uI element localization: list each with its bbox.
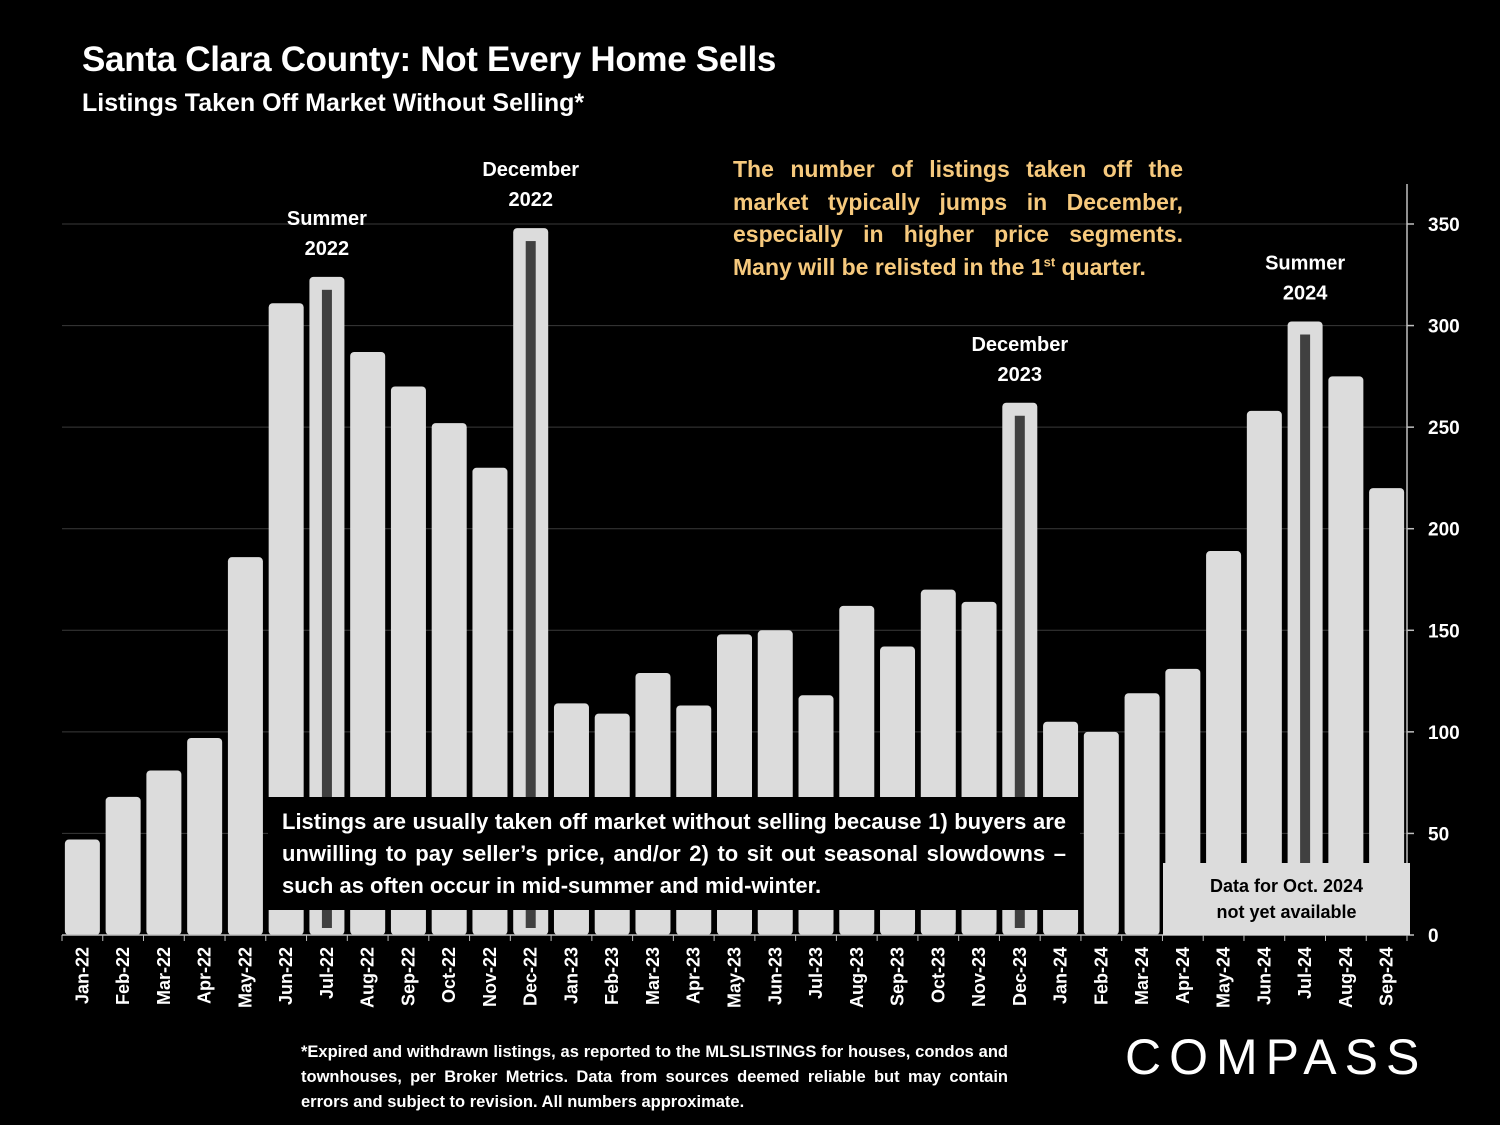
x-tick-label: Oct-22 [439,947,459,1003]
bar-feb-22 [105,796,141,935]
highlight-stripe [525,241,536,928]
annotation-line-2: 2022 [508,189,553,211]
bar-jun-24 [1246,410,1282,935]
footnote: *Expired and withdrawn listings, as repo… [301,1043,1008,1111]
y-tick-label: 150 [1428,621,1460,642]
x-tick-label: Jun-24 [1254,947,1274,1005]
y-tick-label: 50 [1428,824,1449,845]
bar-aug-24 [1328,376,1364,935]
x-tick-label: Jan-24 [1051,947,1071,1004]
x-tick-label: Aug-24 [1336,947,1356,1008]
reasons-callout: Listings are usually taken off market wi… [268,797,1080,910]
x-tick-label: Feb-22 [113,947,133,1005]
x-tick-label: Oct-23 [928,947,948,1003]
x-tick-label: May-23 [725,947,745,1008]
bar-mar-22 [146,770,182,935]
annotation-line-1: December [971,334,1068,356]
bar-mar-24 [1124,693,1160,935]
highlight-stripe [321,289,332,928]
annotation-line-1: December [482,159,579,181]
highlight-stripe [1014,415,1025,928]
bar-aug-22 [350,351,386,936]
annotation-line-1: Summer [1265,253,1345,275]
data-not-available-note: Data for Oct. 2024 not yet available [1163,863,1410,935]
bar-may-24 [1206,551,1242,935]
bar-feb-24 [1083,731,1119,935]
x-tick-label: Nov-23 [969,947,989,1007]
x-tick-label: Feb-24 [1091,947,1111,1005]
x-tick-label: Jul-22 [317,947,337,999]
compass-logo: COMPASS [1125,1029,1428,1085]
bar-jun-22 [268,303,304,935]
chart-subtitle: Listings Taken Off Market Without Sellin… [82,89,585,117]
highlight-stripe [1300,334,1311,929]
x-tick-label: Apr-22 [195,947,215,1004]
x-tick-label: Jul-23 [806,947,826,999]
x-tick-label: Jun-22 [276,947,296,1005]
chart-title: Santa Clara County: Not Every Home Sells [82,40,777,79]
x-tick-label: Sep-23 [888,947,908,1006]
x-tick-label: Mar-23 [643,947,663,1005]
x-tick-label: Apr-23 [684,947,704,1004]
annotation-line-2: 2022 [305,238,350,260]
bar-sep-24 [1369,488,1405,935]
x-tick-label: Aug-23 [847,947,867,1008]
y-tick-label: 350 [1428,215,1460,236]
bar-jan-22 [64,839,100,935]
x-tick-label: May-24 [1214,947,1234,1008]
y-tick-label: 0 [1428,926,1439,947]
x-tick-label: Mar-24 [1132,947,1152,1005]
x-tick-label: Jul-24 [1295,947,1315,999]
x-tick-label: Jan-23 [561,947,581,1004]
annotation-line-1: Summer [287,208,367,230]
x-tick-label: Apr-24 [1173,947,1193,1004]
annotation-line-2: 2023 [998,364,1043,386]
x-tick-label: Sep-22 [398,947,418,1006]
na-line-1: Data for Oct. 2024 [1209,876,1364,896]
x-tick-label: Feb-23 [602,947,622,1005]
x-tick-label: Dec-23 [1010,947,1030,1006]
x-tick-label: Mar-22 [154,947,174,1005]
y-tick-label: 250 [1428,418,1460,439]
x-tick-label: Nov-22 [480,947,500,1007]
bar-may-22 [227,557,263,935]
x-tick-label: Aug-22 [358,947,378,1008]
x-tick-label: Jan-22 [72,947,92,1004]
annotation-line-2: 2024 [1283,283,1328,305]
december-callout: The number of listings taken off the mar… [733,156,1183,280]
x-tick-label: Sep-24 [1377,947,1397,1006]
na-line-2: not yet available [1216,902,1357,922]
x-tick-label: Dec-22 [521,947,541,1006]
bar-apr-22 [187,737,223,935]
x-tick-label: Jun-23 [765,947,785,1005]
x-tick-label: May-22 [235,947,255,1008]
y-tick-label: 100 [1428,723,1460,744]
y-tick-label: 300 [1428,317,1460,338]
y-tick-label: 200 [1428,520,1460,541]
